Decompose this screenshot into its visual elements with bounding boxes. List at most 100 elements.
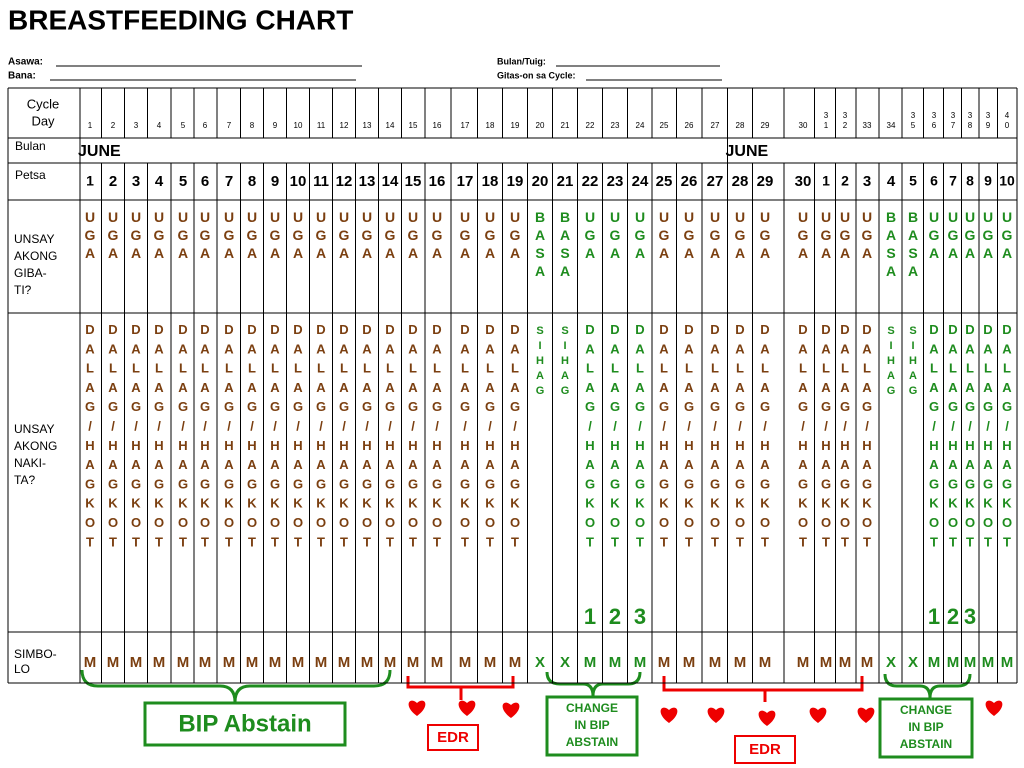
petsa: 4 [887, 173, 896, 190]
cycle-day: 28 [736, 121, 745, 130]
field-label: Bulan/Tuig: [497, 56, 546, 66]
simbolo: M [509, 654, 522, 671]
simbolo: X [535, 654, 545, 671]
cycle-day: 22 [586, 121, 595, 130]
nakita: D A L A G / H A G K O T [659, 322, 669, 549]
petsa: 30 [795, 173, 812, 190]
nakita: D A L A G / H A G K O T [821, 322, 831, 549]
simbolo: M [315, 654, 328, 671]
cycle-day: 6 [203, 121, 208, 130]
petsa: 2 [841, 173, 849, 189]
title: BREASTFEEDING CHART [8, 4, 353, 35]
petsa: 29 [757, 173, 774, 190]
simbolo: M [928, 654, 941, 671]
nakita: D A L A G / H A G K O T [339, 322, 349, 549]
simbolo: M [84, 654, 97, 671]
cycle-day: 29 [761, 121, 770, 130]
petsa: 3 [132, 173, 140, 190]
petsa: 19 [507, 173, 524, 190]
cycle-day: 2 [111, 121, 116, 130]
marker-number: 3 [634, 604, 646, 629]
simbolo: M [107, 654, 120, 671]
row-label: SIMBO- [14, 647, 57, 661]
change-text: CHANGE [900, 703, 952, 717]
petsa: 5 [909, 173, 917, 189]
simbolo: M [338, 654, 351, 671]
simbolo: M [459, 654, 472, 671]
nakita: D A L A G / H A G K O T [735, 322, 745, 549]
edr: EDR [437, 729, 469, 746]
nakita: D A L A G / H A G K O T [965, 322, 975, 549]
petsa: 5 [179, 173, 187, 190]
petsa: 8 [966, 173, 974, 189]
petsa: 9 [984, 173, 992, 189]
cycle-day: 19 [511, 121, 520, 130]
petsa: 22 [582, 173, 599, 190]
nakita: D A L A G / H A G K O T [154, 322, 164, 549]
petsa: 2 [109, 173, 117, 190]
simbolo: M [964, 654, 977, 671]
row-label: GIBA- [14, 266, 47, 280]
simbolo: M [797, 654, 810, 671]
simbolo: M [407, 654, 420, 671]
simbolo: M [484, 654, 497, 671]
simbolo: M [361, 654, 374, 671]
cycle-day: 24 [636, 121, 645, 130]
nakita: D A L A G / H A G K O T [293, 322, 303, 549]
petsa: 14 [382, 173, 399, 190]
cycle-day: 25 [660, 121, 669, 130]
nakita: D A L A G / H A G K O T [385, 322, 395, 549]
petsa: 9 [271, 173, 279, 190]
cycle-day: 34 [887, 121, 896, 130]
row-label: NAKI- [14, 456, 46, 470]
month: JUNE [78, 143, 121, 160]
simbolo: M [947, 654, 960, 671]
petsa: 28 [732, 173, 749, 190]
nakita: D A L A G / H A G K O T [983, 322, 993, 549]
row-label: TI? [14, 283, 32, 297]
nakita: D A L A G / H A G K O T [635, 322, 645, 549]
cycle-day: 13 [363, 121, 372, 130]
row-label: Petsa [15, 168, 46, 182]
row-label: Cycle [27, 96, 60, 111]
month: JUNE [726, 143, 769, 160]
petsa: 24 [632, 173, 649, 190]
nakita: D A L A G / H A G K O T [585, 322, 595, 549]
petsa: 13 [359, 173, 376, 190]
petsa: 10 [290, 173, 307, 190]
cycle-day: 9 [273, 121, 278, 130]
cycle-day: 26 [685, 121, 694, 130]
petsa: 17 [457, 173, 474, 190]
petsa: 26 [681, 173, 698, 190]
nakita: D A L A G / H A G K O T [510, 322, 520, 549]
cycle-day: 12 [340, 121, 349, 130]
simbolo: M [982, 654, 995, 671]
petsa: 11 [313, 173, 329, 190]
nakita: D A L A G / H A G K O T [710, 322, 720, 549]
